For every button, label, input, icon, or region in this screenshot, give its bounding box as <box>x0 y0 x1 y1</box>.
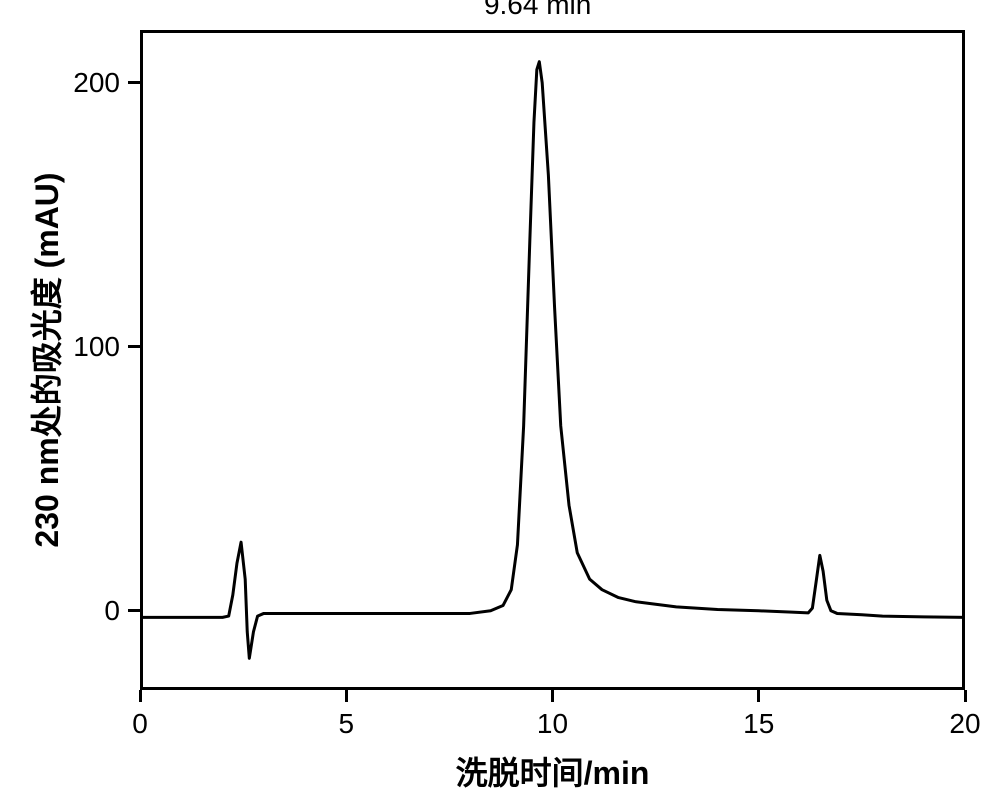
x-tick <box>757 690 760 702</box>
y-tick-label: 100 <box>73 331 120 363</box>
chromatogram-line <box>0 0 1000 803</box>
y-tick <box>128 345 140 348</box>
x-tick-label: 20 <box>949 708 980 740</box>
y-tick-label: 0 <box>104 595 120 627</box>
y-tick <box>128 81 140 84</box>
x-tick-label: 0 <box>132 708 148 740</box>
x-tick <box>345 690 348 702</box>
x-tick <box>964 690 967 702</box>
peak-annotation: 9.64 min <box>484 0 591 21</box>
y-axis-label: 230 nm处的吸光度 (mAU) <box>22 172 68 547</box>
x-tick-label: 10 <box>537 708 568 740</box>
y-tick-label: 200 <box>73 67 120 99</box>
x-tick <box>139 690 142 702</box>
y-tick <box>128 609 140 612</box>
x-tick <box>551 690 554 702</box>
figure-root: 230 nm处的吸光度 (mAU) 洗脱时间/min 0510152001002… <box>0 0 1000 803</box>
x-tick-label: 5 <box>338 708 354 740</box>
x-axis-label: 洗脱时间/min <box>456 748 650 794</box>
x-tick-label: 15 <box>743 708 774 740</box>
